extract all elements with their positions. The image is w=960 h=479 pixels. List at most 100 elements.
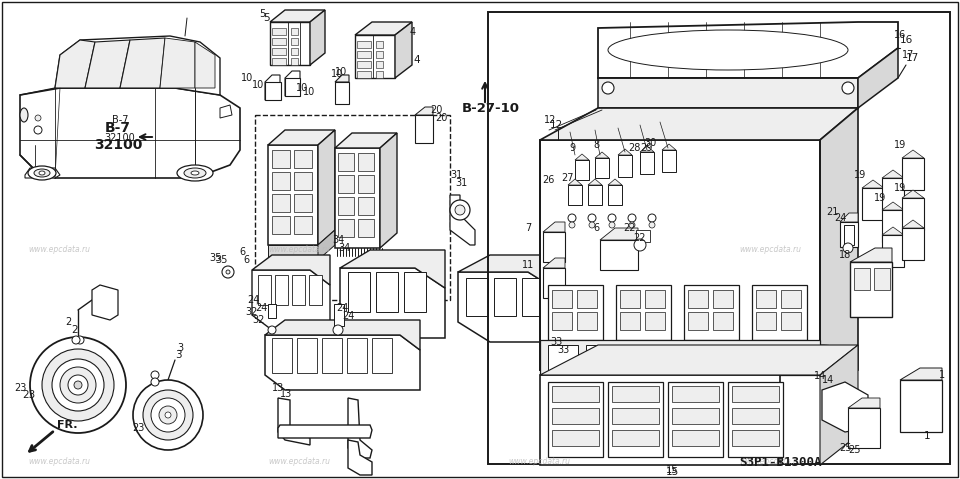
Text: www.epcdata.ru: www.epcdata.ru	[739, 245, 802, 253]
Bar	[291, 28, 298, 35]
Bar	[292, 275, 305, 305]
Text: 35: 35	[215, 255, 228, 265]
Circle shape	[151, 371, 159, 379]
Bar	[265, 82, 281, 100]
Text: B-27-10: B-27-10	[462, 102, 520, 114]
Bar	[732, 430, 779, 446]
Polygon shape	[902, 150, 924, 158]
Text: 17: 17	[901, 50, 914, 60]
Bar	[415, 115, 433, 143]
Polygon shape	[92, 285, 118, 320]
Bar	[738, 345, 768, 370]
Bar	[522, 278, 544, 316]
Text: S3P1-B1300A: S3P1-B1300A	[739, 456, 821, 468]
Polygon shape	[285, 71, 300, 96]
Bar	[840, 222, 858, 247]
Bar	[358, 175, 374, 193]
Text: 6: 6	[239, 247, 245, 257]
Bar	[595, 158, 609, 178]
Text: 25: 25	[848, 445, 860, 455]
Bar	[672, 386, 719, 402]
Polygon shape	[310, 10, 325, 65]
Bar	[272, 28, 286, 35]
Circle shape	[602, 82, 614, 94]
Bar	[543, 232, 565, 262]
Polygon shape	[265, 335, 420, 390]
Polygon shape	[270, 10, 325, 22]
Bar	[268, 304, 276, 318]
Text: 13: 13	[272, 383, 284, 393]
Text: 2: 2	[65, 317, 71, 327]
Text: 10: 10	[335, 67, 348, 77]
Polygon shape	[268, 245, 318, 260]
Bar	[589, 350, 603, 365]
Text: 34: 34	[338, 243, 350, 253]
Bar	[684, 285, 739, 340]
Text: 19: 19	[874, 193, 886, 203]
Bar	[668, 382, 723, 457]
Bar	[732, 386, 779, 402]
Bar	[291, 38, 298, 45]
Text: 33: 33	[557, 345, 569, 355]
Circle shape	[222, 266, 234, 278]
Text: 16: 16	[900, 35, 913, 45]
Ellipse shape	[28, 166, 56, 180]
Text: 20: 20	[435, 113, 447, 123]
Polygon shape	[220, 105, 232, 118]
Bar	[608, 185, 622, 205]
Polygon shape	[380, 133, 397, 248]
Circle shape	[648, 214, 656, 222]
Text: 24: 24	[834, 213, 846, 223]
Bar	[636, 230, 650, 242]
Polygon shape	[902, 190, 924, 198]
Circle shape	[569, 222, 575, 228]
Bar	[662, 345, 692, 370]
Ellipse shape	[39, 171, 45, 175]
Text: 12: 12	[543, 115, 556, 125]
Circle shape	[42, 349, 114, 421]
Text: 24: 24	[336, 303, 348, 313]
Polygon shape	[882, 227, 904, 235]
Text: 25: 25	[839, 443, 852, 453]
Bar	[844, 225, 854, 245]
Polygon shape	[598, 78, 858, 108]
Polygon shape	[822, 382, 868, 432]
Ellipse shape	[191, 171, 199, 175]
Polygon shape	[543, 222, 565, 232]
Bar	[358, 197, 374, 215]
Text: 5: 5	[263, 13, 270, 23]
Bar	[672, 408, 719, 424]
Text: www.epcdata.ru: www.epcdata.ru	[509, 457, 571, 466]
Polygon shape	[160, 38, 195, 88]
Polygon shape	[540, 345, 858, 375]
Polygon shape	[55, 36, 220, 95]
Polygon shape	[278, 425, 372, 438]
Bar	[285, 78, 300, 96]
Bar	[548, 285, 603, 340]
Bar	[688, 290, 708, 308]
Text: 3: 3	[177, 343, 183, 353]
Bar	[752, 285, 807, 340]
Text: 30: 30	[644, 138, 656, 148]
Text: B-7: B-7	[105, 121, 131, 135]
Polygon shape	[195, 42, 215, 88]
Polygon shape	[840, 213, 858, 222]
Bar	[612, 430, 659, 446]
Text: 2: 2	[72, 325, 79, 335]
Polygon shape	[458, 255, 560, 292]
Polygon shape	[820, 345, 858, 465]
Ellipse shape	[20, 108, 28, 122]
Circle shape	[455, 205, 465, 215]
Bar	[552, 386, 599, 402]
Circle shape	[628, 214, 636, 222]
Bar	[902, 198, 924, 230]
Ellipse shape	[34, 169, 50, 177]
Text: 23: 23	[138, 425, 152, 435]
Circle shape	[589, 222, 595, 228]
Text: 23: 23	[22, 390, 36, 400]
Bar	[902, 158, 924, 190]
Polygon shape	[335, 133, 397, 148]
Circle shape	[226, 270, 230, 274]
Bar	[612, 408, 659, 424]
Polygon shape	[540, 140, 820, 370]
